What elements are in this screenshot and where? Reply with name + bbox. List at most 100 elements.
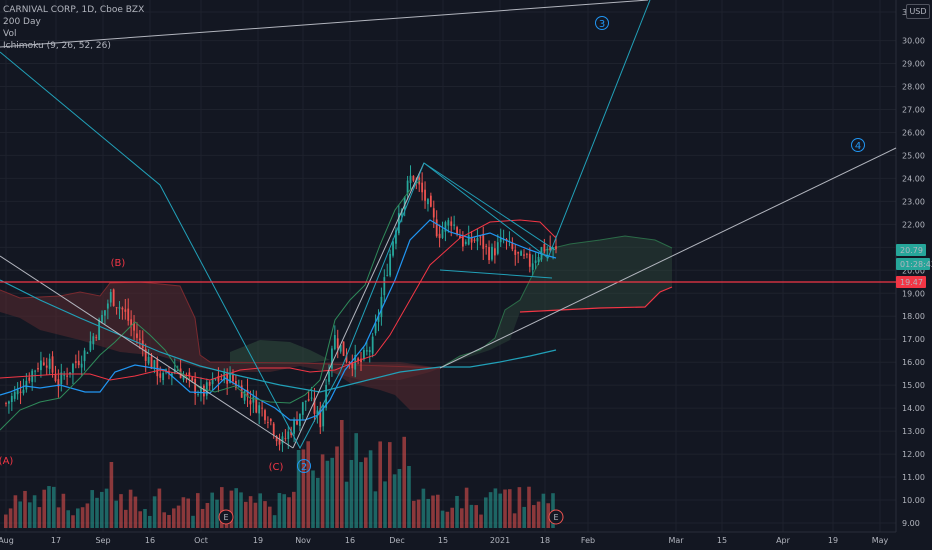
candle-body [284,438,287,439]
candle-body [10,395,13,403]
volume-bar [397,468,402,528]
candle-body [150,356,153,369]
volume-bar [143,508,147,528]
legend-title[interactable]: CARNIVAL CORP, 1D, Cboe BZX [3,5,145,15]
volume-bar [85,503,90,528]
candle-body [307,399,310,401]
volume-bar [450,507,454,528]
candle-body [243,390,246,401]
cloud-red-left [0,282,440,380]
candle-body [389,253,392,276]
volume-bar [469,504,474,528]
legend-ichimoku[interactable]: Ichimoku (9, 26, 52, 26) [3,41,111,51]
candle-body [106,303,109,309]
candle-body [333,335,336,350]
candle-body [296,420,298,425]
volume-bar [460,508,464,528]
candle-body [459,235,461,239]
price-tick-label: 15.00 [902,381,925,390]
volume-bar [186,498,190,528]
candle-body [313,398,316,414]
candle-body [8,401,10,404]
volume-bar [13,495,18,528]
volume-bar [316,477,320,528]
volume-bar [4,514,8,528]
price-tick-label: 23.00 [902,197,925,206]
candle-body [549,246,552,251]
candle-body [534,260,537,264]
volume-bar [210,492,214,528]
legend-volume[interactable]: Vol [3,29,17,39]
volume-bar [431,495,435,528]
candle-body [386,275,389,276]
candle-body [546,249,549,251]
volume-bar [407,466,411,528]
volume-bar [344,481,349,528]
candle-body [223,371,226,381]
candle-body [328,371,330,382]
volume-bar [287,497,291,528]
candle-body [112,289,115,306]
volume-bar [493,488,498,528]
volume-bar [349,459,354,528]
candle-body [395,230,397,244]
legend-200-day[interactable]: 200 Day [3,17,41,27]
time-tick-label: 16 [345,536,355,545]
candle-body [493,248,496,256]
candle-body [162,372,165,381]
volume-bar [239,492,243,528]
candle-body [432,208,435,218]
candle-body [528,253,531,267]
candle-body [45,365,48,368]
cloud-green-left [230,340,330,364]
candle-body [403,196,406,210]
volume-bar [253,502,258,528]
tenkan-line [0,219,557,421]
price-tick-label: 30.00 [902,37,925,46]
currency-button[interactable]: USD [906,4,930,19]
candle-body [319,408,322,428]
candle-body [63,374,66,376]
wave-circle [851,138,865,152]
volume-bar [119,494,123,528]
volume-bar [100,491,104,528]
price-tag-label: 19.47 [900,278,923,287]
volume-bar [527,486,531,528]
time-tick-label: 2021 [490,536,510,545]
candle-body [348,362,351,364]
candle-body [191,377,194,381]
volume-bar [258,493,262,528]
volume-bar [205,502,210,528]
candle-body [316,410,319,415]
candle-body [249,400,252,405]
volume-bar [498,493,502,528]
candle-body [86,352,89,354]
time-tick-label: Sep [95,536,110,545]
price-tick-label: 18.00 [902,312,925,321]
price-tick-label: 28.00 [902,83,925,92]
candle-body [118,307,121,309]
candle-body [104,310,106,316]
volume-bar [503,489,507,528]
candle-body [98,319,101,341]
candle-body [363,350,365,360]
price-tick-label: 24.00 [902,174,925,183]
candle-body [13,391,16,399]
candle-body [92,336,95,345]
candle-body [310,397,313,399]
candle-body [301,402,304,415]
candle-body [66,375,69,377]
candle-body [226,372,229,384]
volume-bar [167,514,171,528]
candle-body [176,370,179,371]
time-tick-label: 15 [438,536,448,545]
time-tick-label: 17 [51,536,61,545]
volume-bar [172,508,176,528]
candle-body [83,350,86,362]
time-tick-label: Mar [668,536,684,545]
candle-body [77,360,80,366]
candle-body [531,263,534,270]
price-tick-label: 25.00 [902,151,925,160]
volume-bar [66,510,70,528]
